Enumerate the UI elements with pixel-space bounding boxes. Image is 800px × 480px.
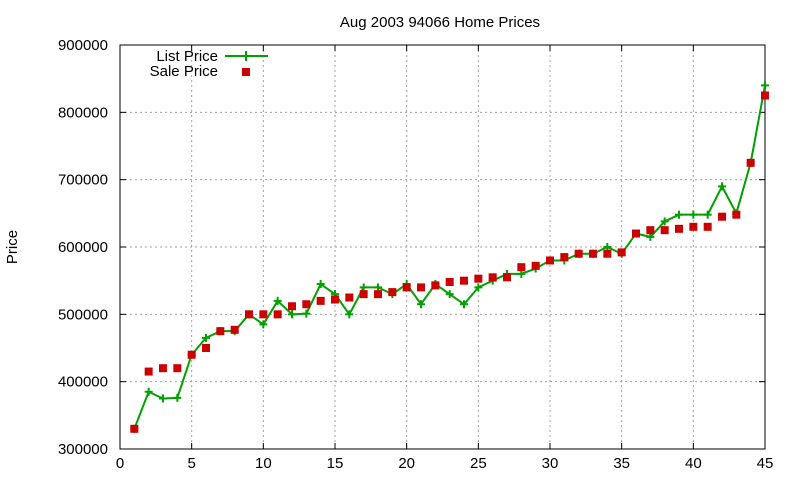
data-point-sale-price	[560, 253, 569, 262]
data-point-sale-price	[603, 249, 612, 258]
legend: List Price Sale Price	[150, 48, 268, 80]
data-point-list-price	[345, 310, 354, 319]
data-point-sale-price	[374, 290, 382, 299]
series-layer	[130, 81, 769, 433]
data-point-sale-price	[718, 212, 726, 221]
legend-marker-sale-price	[242, 68, 250, 76]
data-point-list-price	[417, 300, 425, 309]
data-point-sale-price	[216, 327, 225, 336]
data-point-sale-price	[130, 424, 139, 433]
data-point-sale-price	[202, 344, 210, 352]
y-tick-label: 600000	[58, 239, 108, 256]
data-point-sale-price	[646, 226, 655, 235]
data-point-sale-price	[574, 249, 583, 258]
data-point-sale-price	[144, 367, 153, 376]
x-tick-label: 15	[327, 455, 344, 472]
data-point-list-price	[316, 280, 325, 289]
x-tick-label: 5	[187, 455, 195, 472]
legend-label-sale-price: Sale Price	[150, 63, 218, 80]
series-line-list-price	[133, 85, 766, 430]
x-tick-label: 30	[542, 455, 559, 472]
data-point-sale-price	[273, 310, 282, 319]
x-tick-label: 35	[613, 455, 630, 472]
data-point-sale-price	[288, 302, 296, 311]
data-point-sale-price	[546, 256, 554, 265]
data-point-sale-price	[388, 288, 397, 297]
data-point-list-price	[675, 210, 683, 219]
data-point-list-price	[144, 387, 153, 396]
data-point-sale-price	[259, 310, 268, 319]
y-tick-label: 400000	[58, 374, 108, 391]
data-point-sale-price	[761, 91, 769, 100]
data-point-list-price	[761, 81, 769, 90]
data-point-list-price	[603, 243, 612, 251]
data-point-sale-price	[302, 300, 311, 309]
x-tick-label: 40	[685, 455, 702, 472]
data-point-list-price	[202, 333, 210, 342]
data-point-sale-price	[345, 293, 354, 302]
legend-label-list-price: List Price	[156, 48, 218, 65]
data-point-list-price	[646, 232, 655, 241]
y-tick-label: 300000	[58, 441, 108, 458]
data-point-sale-price	[732, 210, 741, 219]
data-point-sale-price	[632, 229, 640, 238]
x-tick-label: 45	[757, 455, 774, 472]
data-point-sale-price	[660, 226, 669, 235]
data-point-list-price	[703, 210, 712, 219]
y-tick-label: 900000	[58, 37, 108, 54]
data-point-sale-price	[474, 274, 483, 283]
chart-title: Aug 2003 94066 Home Prices	[340, 14, 540, 31]
data-point-list-price	[689, 210, 698, 219]
x-tick-label: 0	[116, 455, 124, 472]
data-point-list-price	[159, 394, 167, 403]
data-point-sale-price	[331, 295, 339, 304]
data-point-list-price	[660, 217, 669, 226]
x-tick-label: 25	[470, 455, 487, 472]
data-point-sale-price	[503, 273, 511, 282]
data-point-sale-price	[187, 350, 196, 359]
data-point-list-price	[718, 182, 726, 191]
data-point-sale-price	[689, 222, 698, 231]
legend-marker-list-price	[241, 51, 251, 61]
data-point-sale-price	[245, 310, 253, 319]
data-point-sale-price	[517, 263, 526, 272]
data-point-list-price	[460, 300, 468, 309]
data-point-list-price	[273, 296, 282, 305]
data-point-list-price	[474, 283, 483, 292]
data-point-sale-price	[431, 281, 440, 290]
axis-ticks: 0 5 10 15 20 25 30 35 40 45 300000 400000 500000 6000…	[58, 37, 773, 472]
data-point-sale-price	[445, 278, 454, 287]
data-point-sale-price	[159, 364, 167, 373]
y-tick-label: 700000	[58, 172, 108, 189]
x-tick-label: 20	[398, 455, 415, 472]
data-point-list-price	[173, 393, 182, 402]
data-point-sale-price	[746, 158, 755, 167]
y-axis-label: Price	[4, 230, 21, 264]
data-point-sale-price	[703, 222, 712, 231]
grid	[120, 45, 765, 449]
data-point-list-price	[259, 320, 268, 329]
data-point-list-price	[288, 310, 296, 319]
data-point-sale-price	[316, 296, 325, 305]
data-point-sale-price	[589, 249, 597, 258]
data-point-sale-price	[531, 261, 540, 270]
data-point-list-price	[302, 309, 311, 318]
data-point-sale-price	[460, 276, 468, 285]
data-point-list-price	[374, 283, 382, 292]
data-point-list-price	[359, 283, 368, 292]
y-tick-label: 800000	[58, 104, 108, 121]
data-point-sale-price	[402, 283, 411, 292]
data-point-sale-price	[675, 224, 683, 233]
data-point-sale-price	[230, 325, 239, 334]
data-point-sale-price	[359, 290, 368, 299]
data-point-sale-price	[617, 248, 626, 257]
x-tick-label: 10	[255, 455, 272, 472]
data-point-sale-price	[173, 364, 182, 373]
y-tick-label: 500000	[58, 306, 108, 323]
data-point-sale-price	[488, 273, 497, 282]
data-point-list-price	[517, 269, 526, 278]
data-point-list-price	[445, 290, 454, 299]
data-point-sale-price	[417, 283, 425, 292]
